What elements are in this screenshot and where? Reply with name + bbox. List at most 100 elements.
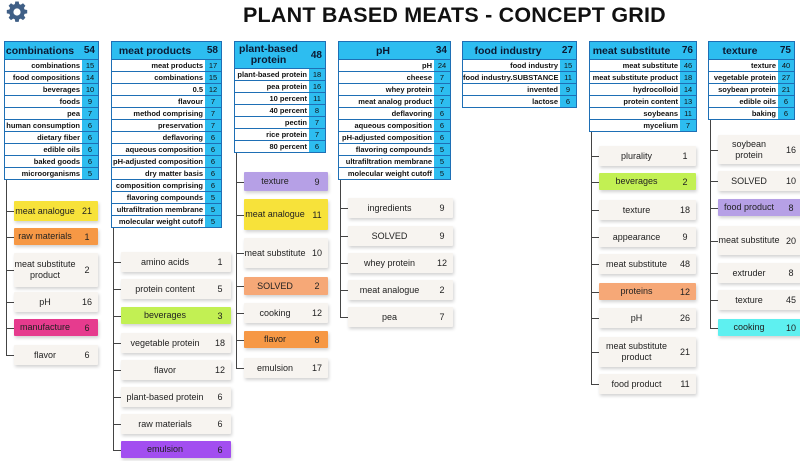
concept-header[interactable]: pH 34 pH 24 cheese 7 whey protein 7 meat analog … (338, 41, 451, 180)
concept-card[interactable]: vegetable protein 18 (121, 333, 231, 353)
concept-header[interactable]: plant-based protein 48 plant-based protein… (234, 41, 326, 153)
concept-card[interactable]: proteins 12 (599, 283, 696, 300)
term-row[interactable]: pea protein 16 (235, 80, 325, 92)
concept-card[interactable]: raw materials 1 (14, 228, 98, 245)
term-row[interactable]: food industry.SUBSTANCE 11 (463, 71, 576, 83)
concept-card[interactable]: amino acids 1 (121, 252, 231, 272)
term-row[interactable]: combinations 15 (112, 71, 221, 83)
concept-card[interactable]: meat substitute product 2 (14, 253, 98, 287)
term-row[interactable]: protein content 13 (590, 95, 696, 107)
concept-card[interactable]: flavor 12 (121, 360, 231, 380)
concept-card[interactable]: raw materials 6 (121, 414, 231, 434)
concept-card[interactable]: texture 45 (718, 290, 800, 310)
term-row[interactable]: aqueous composition 6 (112, 143, 221, 155)
term-row[interactable]: meat substitute product 18 (590, 71, 696, 83)
term-row[interactable]: flavoring compounds 5 (339, 143, 450, 155)
concept-card[interactable]: appearance 9 (599, 227, 696, 247)
term-row[interactable]: aqueous composition 6 (339, 119, 450, 131)
concept-card[interactable]: emulsion 6 (121, 441, 231, 458)
term-row[interactable]: mycelium 7 (590, 119, 696, 131)
concept-card[interactable]: SOLVED 10 (718, 171, 800, 191)
concept-card[interactable]: texture 18 (599, 200, 696, 220)
concept-card[interactable]: cooking 12 (244, 303, 328, 323)
term-row[interactable]: method comprising 7 (112, 107, 221, 119)
term-row[interactable]: pH-adjusted composition 6 (112, 155, 221, 167)
gear-icon[interactable] (5, 0, 29, 24)
concept-card[interactable]: meat substitute product 21 (599, 337, 696, 367)
term-row[interactable]: ultrafiltration membrane 5 (339, 155, 450, 167)
concept-card[interactable]: meat substitute 20 (718, 226, 800, 255)
term-row[interactable]: pea 7 (5, 107, 98, 119)
concept-card[interactable]: SOLVED 9 (348, 226, 453, 246)
concept-card[interactable]: texture 9 (244, 172, 328, 191)
term-row[interactable]: whey protein 7 (339, 83, 450, 95)
term-row[interactable]: food compositions 14 (5, 71, 98, 83)
term-row[interactable]: pectin 7 (235, 116, 325, 128)
term-row[interactable]: composition comprising 6 (112, 179, 221, 191)
concept-header[interactable]: meat substitute 76 meat substitute 46 meat s… (589, 41, 697, 132)
term-row[interactable]: human consumption 6 (5, 119, 98, 131)
term-row[interactable]: hydrocolloid 14 (590, 83, 696, 95)
term-row[interactable]: plant-based protein 18 (235, 68, 325, 80)
term-row[interactable]: beverages 10 (5, 83, 98, 95)
concept-card[interactable]: flavor 8 (244, 331, 328, 348)
term-row[interactable]: cheese 7 (339, 71, 450, 83)
concept-card[interactable]: manufacture 6 (14, 319, 98, 336)
concept-card[interactable]: meat substitute 48 (599, 254, 696, 274)
term-row[interactable]: flavour 7 (112, 95, 221, 107)
term-row[interactable]: meat products 17 (112, 59, 221, 71)
term-row[interactable]: 0.5 12 (112, 83, 221, 95)
concept-card[interactable]: pea 7 (348, 307, 453, 327)
term-row[interactable]: preservation 7 (112, 119, 221, 131)
concept-card[interactable]: meat analogue 2 (348, 280, 453, 300)
term-row[interactable]: deflavoring 6 (339, 107, 450, 119)
concept-card[interactable]: food product 8 (718, 199, 800, 216)
concept-card[interactable]: whey protein 12 (348, 253, 453, 273)
term-row[interactable]: deflavoring 6 (112, 131, 221, 143)
concept-card[interactable]: meat substitute 10 (244, 238, 328, 268)
concept-card[interactable]: soybean protein 16 (718, 135, 800, 164)
term-row[interactable]: 80 percent 6 (235, 140, 325, 152)
term-row[interactable]: edible oils 6 (709, 95, 794, 107)
term-row[interactable]: molecular weight cutoff 5 (112, 215, 221, 227)
term-row[interactable]: pH 24 (339, 59, 450, 71)
concept-card[interactable]: meat analogue 21 (14, 201, 98, 221)
concept-header[interactable]: texture 75 texture 40 vegetable protein 27 soy… (708, 41, 795, 120)
term-row[interactable]: edible oils 6 (5, 143, 98, 155)
concept-card[interactable]: flavor 6 (14, 345, 98, 365)
concept-header[interactable]: meat products 58 meat products 17 combinatio… (111, 41, 222, 228)
term-row[interactable]: soybean protein 21 (709, 83, 794, 95)
concept-card[interactable]: SOLVED 2 (244, 277, 328, 295)
concept-card[interactable]: emulsion 17 (244, 358, 328, 378)
term-row[interactable]: combinations 15 (5, 59, 98, 71)
term-row[interactable]: pH-adjusted composition 6 (339, 131, 450, 143)
concept-card[interactable]: plurality 1 (599, 146, 696, 166)
term-row[interactable]: 10 percent 11 (235, 92, 325, 104)
concept-card[interactable]: plant-based protein 6 (121, 387, 231, 407)
concept-card[interactable]: pH 16 (14, 292, 98, 312)
term-row[interactable]: flavoring compounds 5 (112, 191, 221, 203)
concept-card[interactable]: ingredients 9 (348, 198, 453, 218)
term-row[interactable]: baking 6 (709, 107, 794, 119)
concept-card[interactable]: cooking 10 (718, 319, 800, 336)
term-row[interactable]: microorganisms 5 (5, 167, 98, 179)
concept-header[interactable]: food industry 27 food industry 15 food indus… (462, 41, 577, 108)
term-row[interactable]: dry matter basis 6 (112, 167, 221, 179)
term-row[interactable]: foods 9 (5, 95, 98, 107)
concept-card[interactable]: pH 26 (599, 308, 696, 328)
term-row[interactable]: texture 40 (709, 59, 794, 71)
term-row[interactable]: meat analog product 7 (339, 95, 450, 107)
concept-card[interactable]: protein content 5 (121, 279, 231, 299)
concept-card[interactable]: extruder 8 (718, 263, 800, 283)
term-row[interactable]: lactose 6 (463, 95, 576, 107)
concept-card[interactable]: beverages 2 (599, 173, 696, 190)
term-row[interactable]: ultrafiltration membrane 5 (112, 203, 221, 215)
term-row[interactable]: meat substitute 46 (590, 59, 696, 71)
term-row[interactable]: dietary fiber 6 (5, 131, 98, 143)
term-row[interactable]: rice protein 7 (235, 128, 325, 140)
concept-header[interactable]: combinations 54 combinations 15 food composi… (4, 41, 99, 180)
term-row[interactable]: soybeans 11 (590, 107, 696, 119)
term-row[interactable]: invented 9 (463, 83, 576, 95)
term-row[interactable]: 40 percent 8 (235, 104, 325, 116)
concept-card[interactable]: meat analogue 11 (244, 199, 328, 230)
